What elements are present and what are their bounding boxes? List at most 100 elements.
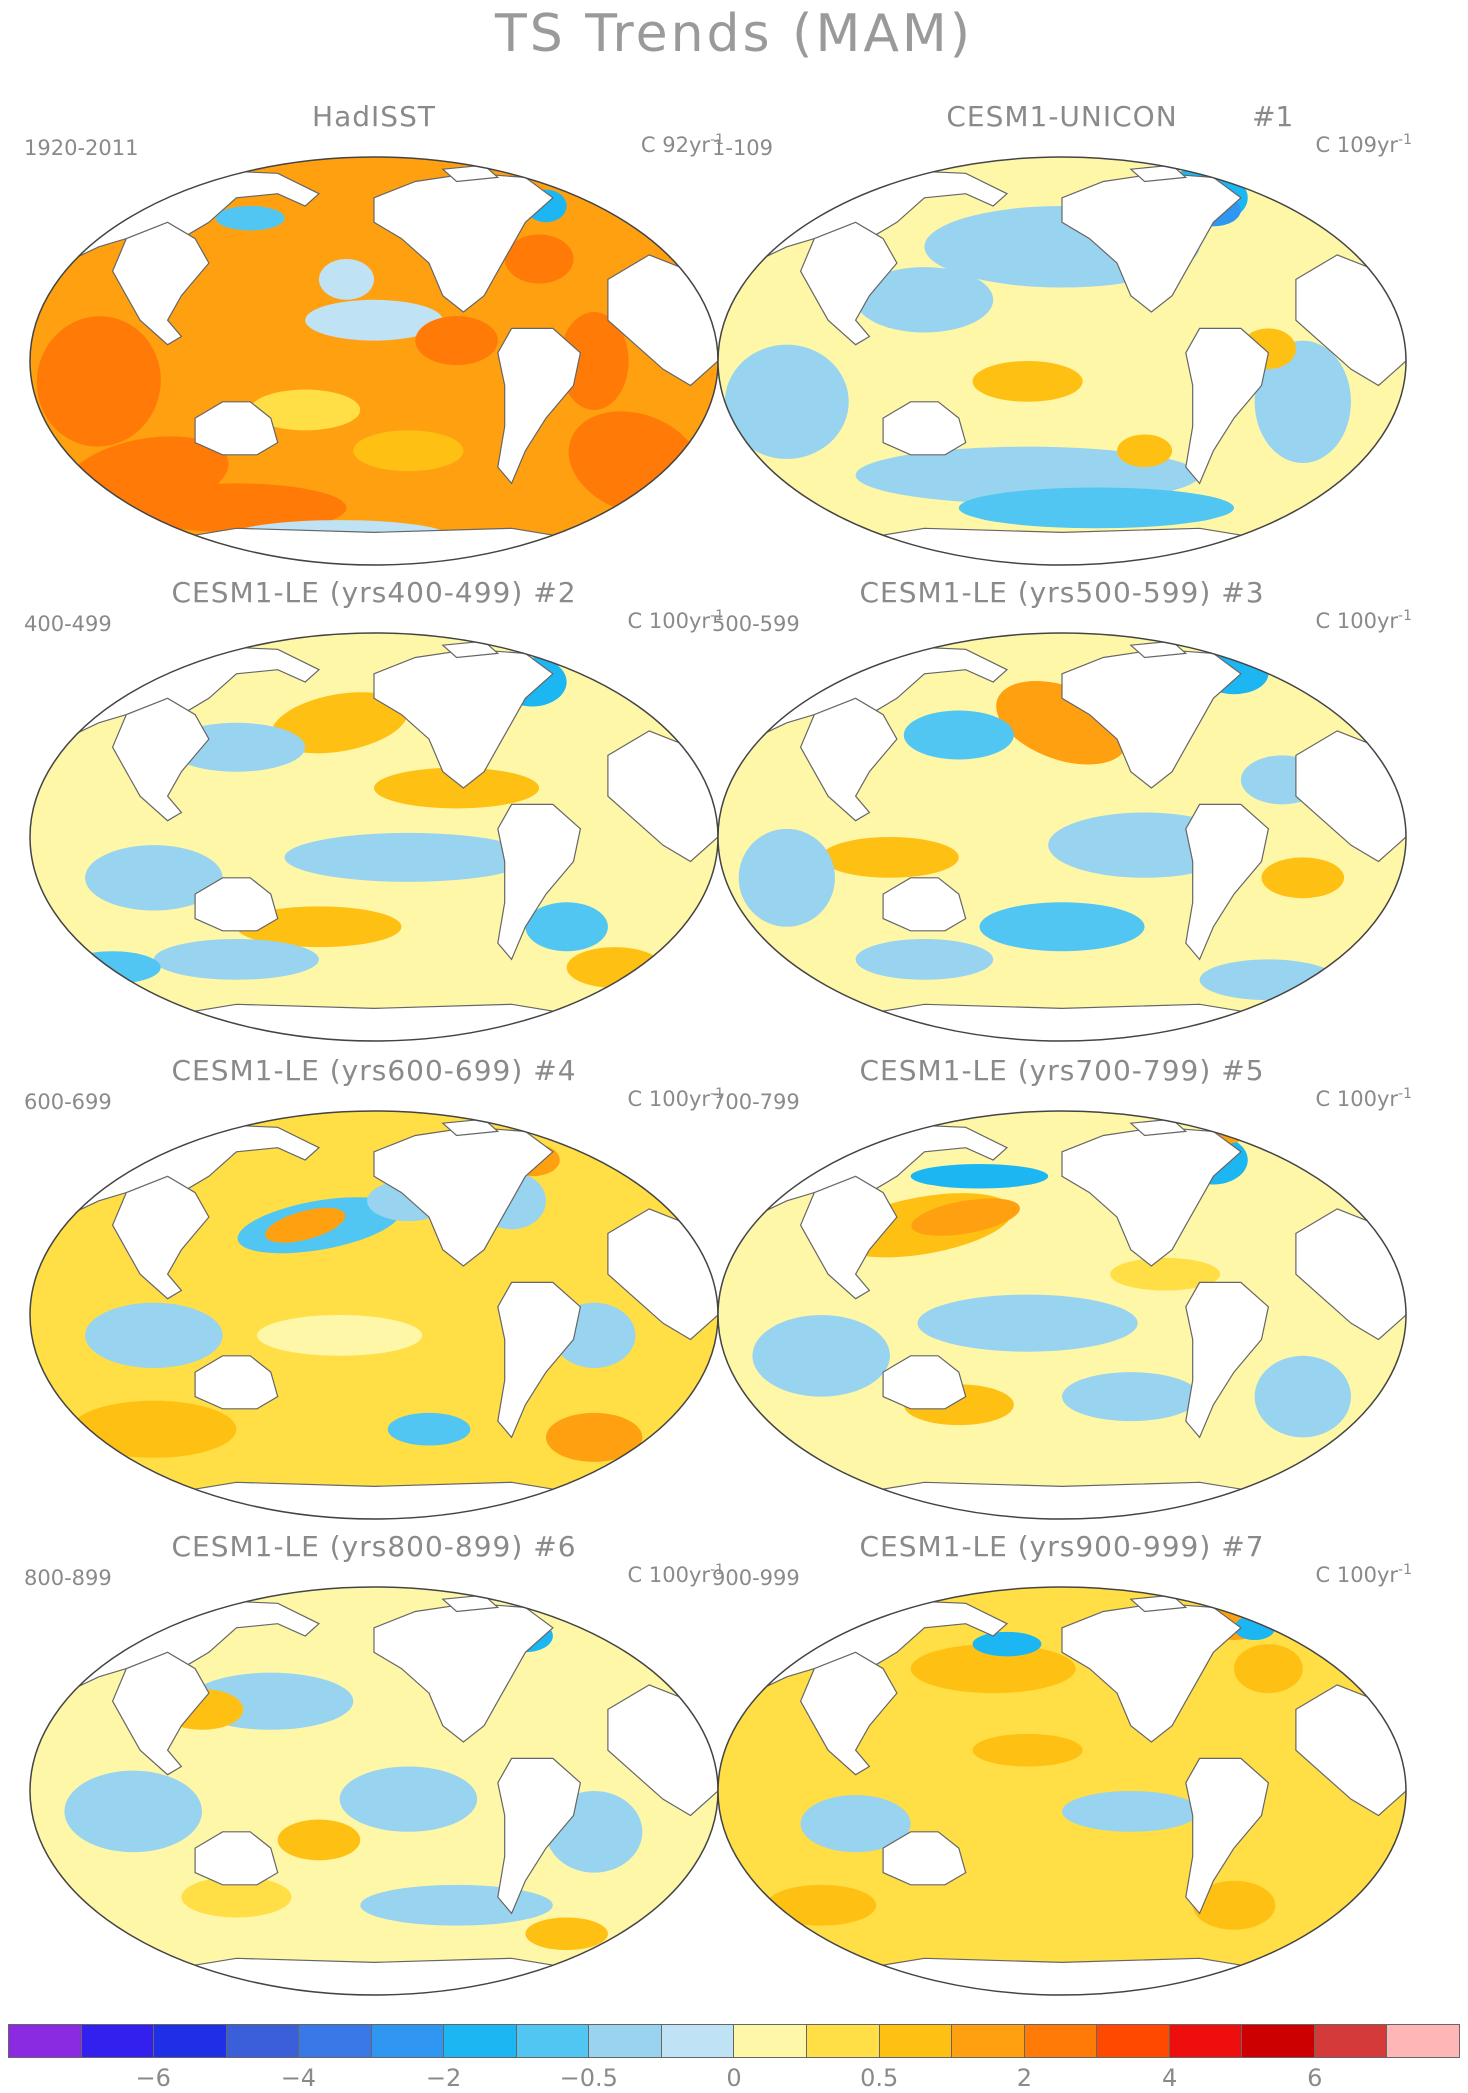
panel-units-exponent: -1 <box>1398 1562 1412 1578</box>
trend-anomaly-region <box>277 1819 361 1861</box>
trend-anomaly-region <box>855 939 994 980</box>
land-mask <box>799 1651 898 1776</box>
land-mask <box>441 164 500 183</box>
panel-period: 400-499 <box>24 612 112 636</box>
panel-period: 600-699 <box>24 1090 112 1114</box>
land-mask <box>1185 803 1270 961</box>
trend-anomaly-region <box>979 902 1145 952</box>
map-panel: CESM1-LE (yrs800-899) #6 800-899 C 100yr-1 <box>24 1530 724 2000</box>
land-mask <box>497 1757 582 1915</box>
land-mask <box>441 1594 500 1613</box>
land-mask <box>194 877 279 932</box>
land-mask <box>1295 1208 1406 1341</box>
land-mask <box>607 1684 718 1817</box>
colorbar-swatch <box>807 2025 880 2057</box>
trend-anomaly-region <box>1234 1644 1303 1694</box>
panel-units-base: C 100yr <box>1315 609 1399 633</box>
trend-anomaly-region <box>1254 1355 1351 1438</box>
panel-run-tag: #6 <box>533 1530 577 1563</box>
panel-units-exponent: -1 <box>1398 132 1412 148</box>
panel-run-tag: #7 <box>1221 1530 1265 1563</box>
land-mask <box>1129 1594 1188 1613</box>
trend-anomaly-region <box>525 1917 608 1951</box>
panel-units: C 100yr-1 <box>1316 1086 1412 1111</box>
land-mask <box>1295 730 1406 863</box>
trend-anomaly-region <box>910 1644 1076 1694</box>
colorbar-swatch <box>444 2025 517 2057</box>
sst-trend-field <box>30 1587 718 1995</box>
panel-title-text: HadISST <box>312 100 436 133</box>
trend-anomaly-region <box>724 344 849 459</box>
land-mask <box>1129 1118 1188 1137</box>
panel-title: CESM1-LE (yrs800-899) #6 <box>24 1530 724 1563</box>
land-mask <box>799 1175 898 1300</box>
panel-units-base: C 109yr <box>1315 133 1399 157</box>
panel-units: C 92yr-1 <box>641 132 724 157</box>
colorbar-swatch <box>1242 2025 1315 2057</box>
colorbar-swatch <box>1314 2025 1388 2057</box>
trend-anomaly-region <box>85 845 223 911</box>
trend-anomaly-region <box>126 169 182 194</box>
panel-units: C 100yr-1 <box>1316 608 1412 633</box>
colorbar-swatch <box>1024 2025 1098 2057</box>
map-outline <box>717 632 1407 1042</box>
panel-units: C 100yr-1 <box>628 1086 724 1111</box>
land-mask <box>607 1208 718 1341</box>
map-outline <box>717 1110 1407 1520</box>
map-outline <box>717 1586 1407 1996</box>
trend-anomaly-region <box>821 837 959 878</box>
colorbar-swatch <box>226 2025 300 2057</box>
land-mask <box>497 803 582 961</box>
trend-anomaly-region <box>752 1315 890 1397</box>
panel-title: CESM1-LE (yrs400-499) #2 <box>24 576 724 609</box>
panel-title-text: CESM1-LE (yrs800-899) <box>171 1530 524 1563</box>
colorbar-swatch <box>589 2025 662 2057</box>
land-mask <box>882 1355 967 1410</box>
trend-anomaly-region <box>305 299 443 341</box>
panel-units-exponent: -1 <box>710 1562 724 1578</box>
trend-anomaly-region <box>153 939 319 980</box>
land-mask <box>1185 1757 1270 1915</box>
land-mask <box>441 640 500 659</box>
land-mask <box>1129 164 1188 183</box>
trend-anomaly-region <box>1192 1880 1276 1930</box>
land-mask <box>1129 640 1188 659</box>
map-panel: CESM1-LE (yrs600-699) #4 600-699 C 100yr-1 <box>24 1054 724 1524</box>
panel-units-exponent: -1 <box>710 608 724 624</box>
sst-trend-field <box>718 633 1406 1041</box>
panel-title-text: CESM1-LE (yrs600-699) <box>171 1054 524 1087</box>
trend-map <box>717 1110 1407 1520</box>
trend-anomaly-region <box>181 1876 292 1918</box>
colorbar-swatch <box>1387 2025 1459 2057</box>
panel-title: CESM1-LE (yrs600-699) #4 <box>24 1054 724 1087</box>
trend-anomaly-region <box>318 259 375 300</box>
trend-anomaly-region <box>1062 1791 1200 1832</box>
panel-period: 800-899 <box>24 1566 112 1590</box>
trend-map <box>717 1586 1407 1996</box>
panel-units: C 109yr-1 <box>1316 132 1412 157</box>
trend-anomaly-region <box>126 483 347 533</box>
colorbar-tick-label: −6 <box>135 2064 171 2092</box>
trend-anomaly-region <box>64 951 161 984</box>
trend-anomaly-region <box>1254 340 1351 463</box>
land-mask <box>607 254 718 387</box>
panel-units: C 100yr-1 <box>1316 1562 1412 1587</box>
sst-trend-field <box>30 1111 718 1519</box>
trend-map <box>717 632 1407 1042</box>
trend-anomaly-region <box>85 1302 223 1369</box>
land-mask <box>111 221 210 346</box>
trend-anomaly-region <box>374 767 540 809</box>
trend-anomaly-region <box>1199 959 1338 1001</box>
land-mask <box>111 1175 210 1300</box>
trend-anomaly-region <box>910 1164 1049 1189</box>
map-panel: CESM1-UNICON #1 1-109 C 109yr-1 <box>712 100 1412 570</box>
trend-anomaly-region <box>917 1294 1138 1352</box>
map-panel: CESM1-LE (yrs400-499) #2 400-499 C 100yr-1 <box>24 576 724 1046</box>
trend-anomaly-region <box>1110 1257 1221 1291</box>
land-mask <box>194 1831 279 1886</box>
map-panel: CESM1-LE (yrs900-999) #7 900-999 C 100yr-1 <box>712 1530 1412 2000</box>
trend-anomaly-region <box>972 1733 1083 1767</box>
trend-anomaly-region <box>504 234 574 284</box>
colorbar-swatch <box>1097 2025 1170 2057</box>
land-mask <box>1185 327 1270 485</box>
